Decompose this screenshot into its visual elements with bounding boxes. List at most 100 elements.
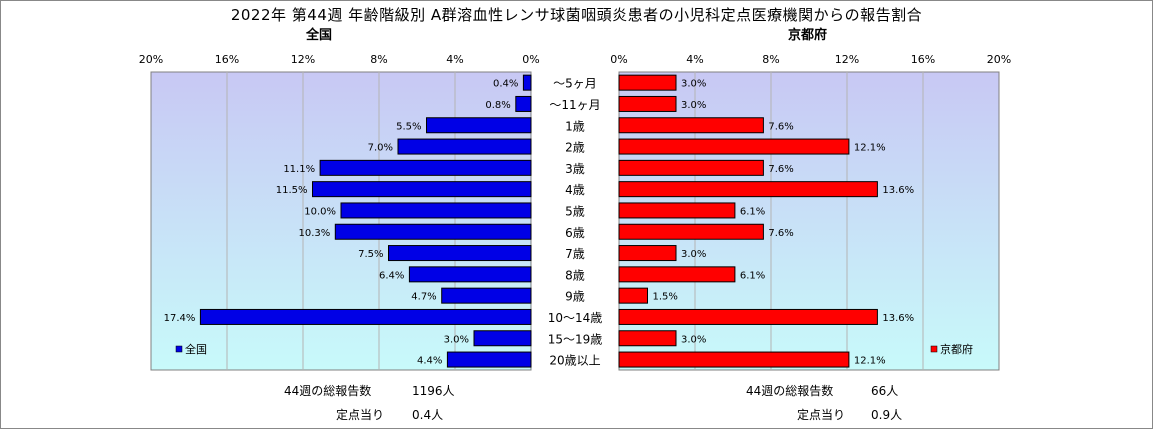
age-category-label: 2歳 [565,141,585,155]
national-value-label: 7.0% [368,143,393,154]
national-value-label: 17.4% [164,313,196,324]
national-bar [388,245,532,262]
left-x-tick-label: 20% [139,53,163,66]
national-value-label: 7.5% [358,249,383,260]
chart-title: 2022年 第44週 年齢階級別 A群溶血性レンサ球菌咽頭炎患者の小児科定点医療… [230,6,923,24]
left-total-label: 44週の総報告数 [284,384,372,398]
kyoto-value-label: 13.6% [882,313,914,324]
left-plot-area [150,71,532,371]
kyoto-value-label: 12.1% [854,356,886,367]
left-total-value: 1196人 [412,384,455,398]
kyoto-bar [618,95,677,112]
kyoto-bar [618,287,648,304]
kyoto-value-label: 13.6% [882,185,914,196]
national-bar [426,117,532,134]
left-x-tick-label: 4% [446,53,463,66]
right-panel-title: 京都府 [788,28,828,43]
kyoto-value-label: 7.6% [768,121,793,132]
national-value-label: 0.8% [485,100,510,111]
kyoto-bar [618,202,736,219]
national-value-label: 4.7% [411,292,436,303]
national-value-label: 4.4% [417,356,442,367]
right-x-tick-label: 16% [911,53,935,66]
national-legend-label: 全国 [185,342,207,356]
kyoto-legend-swatch [930,345,938,353]
national-bar [473,330,532,347]
kyoto-bar [618,117,764,134]
national-value-label: 3.0% [444,334,469,345]
kyoto-value-label: 3.0% [681,334,706,345]
age-category-label: 9歳 [565,290,585,304]
age-category-label: ～5ヶ月 [553,77,597,91]
age-category-label: 4歳 [565,183,585,197]
kyoto-bar [618,74,677,91]
age-category-label: 1歳 [565,119,585,133]
left-x-tick-label: 0% [522,53,539,66]
kyoto-bar [618,330,677,347]
kyoto-bar [618,138,850,155]
national-value-label: 10.0% [304,206,336,217]
age-category-label: ～11ヶ月 [549,98,600,112]
kyoto-bar [618,223,764,240]
national-bar [312,181,532,198]
national-bar [446,351,532,368]
age-category-label: 15～19歳 [548,332,603,346]
kyoto-value-label: 1.5% [653,292,678,303]
kyoto-value-label: 6.1% [740,206,765,217]
kyoto-value-label: 3.0% [681,79,706,90]
national-value-label: 11.1% [283,164,315,175]
kyoto-legend-label: 京都府 [940,342,973,356]
right-x-tick-label: 0% [610,53,627,66]
right-per-value: 0.9人 [871,408,903,422]
left-panel-title: 全国 [306,28,333,43]
age-category-label: 10～14歳 [548,311,603,325]
national-bar [515,95,532,112]
kyoto-value-label: 7.6% [768,228,793,239]
kyoto-value-label: 3.0% [681,100,706,111]
left-per-value: 0.4人 [412,408,444,422]
age-category-label: 5歳 [565,204,585,218]
right-total-label: 44週の総報告数 [746,384,834,398]
kyoto-bar [618,181,878,198]
national-value-label: 11.5% [276,185,308,196]
right-plot-area [618,71,1000,371]
kyoto-value-label: 3.0% [681,249,706,260]
right-x-tick-label: 8% [762,53,779,66]
left-x-tick-label: 16% [215,53,239,66]
age-category-label: 3歳 [565,162,585,176]
national-legend-swatch [175,345,183,353]
national-value-label: 10.3% [299,228,331,239]
right-per-label: 定点当り [797,408,846,422]
kyoto-value-label: 12.1% [854,143,886,154]
left-x-tick-label: 8% [370,53,387,66]
kyoto-bar [618,351,850,368]
right-x-tick-label: 4% [686,53,703,66]
kyoto-bar [618,308,878,325]
age-category-label: 7歳 [565,247,585,261]
national-bar [397,138,532,155]
kyoto-bar [618,159,764,176]
kyoto-value-label: 6.1% [740,270,765,281]
right-x-tick-label: 20% [987,53,1011,66]
national-bar [319,159,532,176]
kyoto-value-label: 7.6% [768,164,793,175]
right-total-value: 66人 [871,384,899,398]
national-bar [340,202,532,219]
national-bar [199,308,532,325]
national-value-label: 0.4% [493,79,518,90]
age-category-label: 6歳 [565,226,585,240]
national-bar [441,287,532,304]
national-bar [334,223,532,240]
national-value-label: 5.5% [396,121,421,132]
national-bar [522,74,532,91]
kyoto-bar [618,245,677,262]
national-bar [408,266,532,283]
age-category-label: 20歳以上 [549,354,600,368]
age-category-label: 8歳 [565,268,585,282]
right-x-tick-label: 12% [835,53,859,66]
left-x-tick-label: 12% [291,53,315,66]
national-value-label: 6.4% [379,270,404,281]
left-per-label: 定点当り [336,408,385,422]
kyoto-bar [618,266,736,283]
